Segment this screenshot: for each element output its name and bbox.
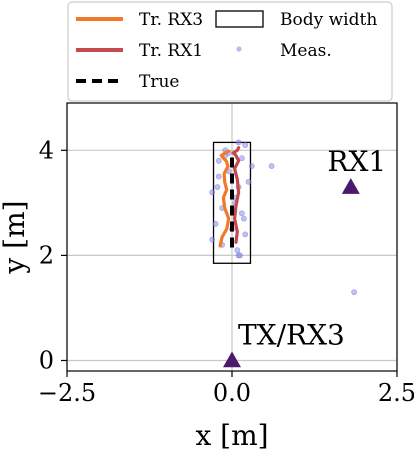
x-tick-label: 0.0 bbox=[213, 379, 251, 407]
txrx3-marker bbox=[223, 351, 241, 368]
trajectory-rx1-line bbox=[231, 146, 241, 244]
legend-swatch-meas bbox=[236, 46, 242, 52]
measurement-point bbox=[242, 142, 249, 148]
legend-label-tr_rx1: Tr. RX1 bbox=[139, 41, 203, 61]
legend-label-tr_rx3: Tr. RX3 bbox=[139, 10, 203, 30]
measurement-point bbox=[237, 252, 243, 259]
measurement-point bbox=[212, 220, 219, 227]
measurement-point bbox=[248, 163, 255, 169]
measurement-point bbox=[209, 189, 216, 196]
body-width-rect bbox=[212, 141, 252, 264]
y-tick-label: 4 bbox=[39, 136, 54, 164]
measurement-point bbox=[242, 231, 249, 238]
measurement-point bbox=[215, 157, 222, 164]
measurement-point bbox=[214, 184, 221, 190]
measurement-point bbox=[238, 155, 245, 162]
legend-box bbox=[67, 1, 393, 102]
measurement-point bbox=[215, 173, 222, 180]
legend-label-meas: Meas. bbox=[280, 41, 332, 61]
measurement-point bbox=[240, 215, 247, 222]
trajectory-rx3-line bbox=[218, 149, 231, 248]
measurement-point bbox=[238, 210, 245, 217]
rx1-label: RX1 bbox=[327, 145, 386, 178]
x-tick-label: 2.5 bbox=[378, 379, 414, 407]
legend-label-true: True bbox=[139, 72, 179, 92]
x-tick-label: −2.5 bbox=[38, 379, 96, 407]
measurement-point bbox=[234, 247, 241, 254]
x-axis-label: x [m] bbox=[195, 419, 268, 452]
measurement-point bbox=[245, 178, 252, 185]
txrx3-label: TX/RX3 bbox=[238, 318, 345, 351]
y-tick-label: 0 bbox=[39, 346, 54, 374]
measurement-point bbox=[209, 236, 216, 243]
rx1-marker bbox=[341, 178, 360, 194]
measurement-point bbox=[235, 139, 242, 146]
legend-swatch-body bbox=[215, 10, 264, 28]
legend-label-body: Body width bbox=[280, 10, 377, 30]
measurement-point bbox=[351, 289, 357, 296]
y-axis-label: y [m] bbox=[0, 200, 31, 274]
y-tick-label: 2 bbox=[39, 241, 54, 269]
measurement-point bbox=[268, 163, 275, 169]
